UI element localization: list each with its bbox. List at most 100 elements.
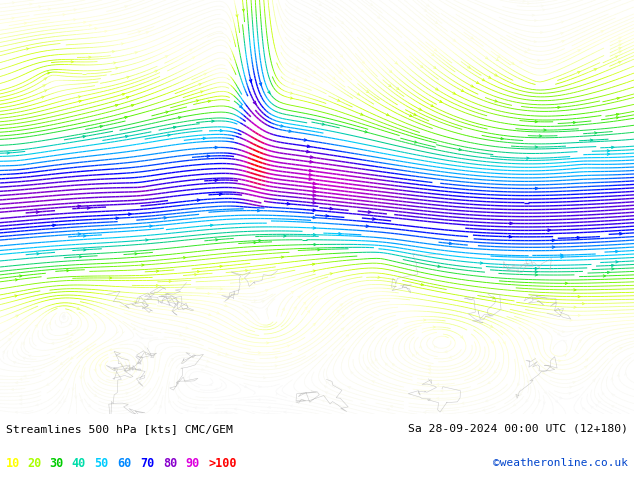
FancyArrowPatch shape bbox=[514, 404, 516, 406]
FancyArrowPatch shape bbox=[311, 51, 313, 53]
FancyArrowPatch shape bbox=[337, 310, 339, 313]
FancyArrowPatch shape bbox=[486, 400, 488, 402]
FancyArrowPatch shape bbox=[479, 368, 481, 370]
FancyArrowPatch shape bbox=[434, 49, 437, 51]
FancyArrowPatch shape bbox=[283, 235, 286, 237]
FancyArrowPatch shape bbox=[417, 352, 418, 354]
FancyArrowPatch shape bbox=[215, 179, 217, 181]
FancyArrowPatch shape bbox=[167, 134, 170, 136]
FancyArrowPatch shape bbox=[64, 400, 66, 402]
FancyArrowPatch shape bbox=[77, 307, 79, 309]
FancyArrowPatch shape bbox=[495, 74, 497, 76]
FancyArrowPatch shape bbox=[68, 345, 71, 347]
FancyArrowPatch shape bbox=[333, 77, 335, 79]
FancyArrowPatch shape bbox=[83, 136, 86, 138]
FancyArrowPatch shape bbox=[590, 139, 593, 141]
FancyArrowPatch shape bbox=[201, 368, 204, 370]
FancyArrowPatch shape bbox=[304, 139, 307, 141]
FancyArrowPatch shape bbox=[309, 36, 311, 39]
FancyArrowPatch shape bbox=[559, 360, 560, 362]
FancyArrowPatch shape bbox=[540, 135, 541, 137]
FancyArrowPatch shape bbox=[302, 50, 305, 52]
FancyArrowPatch shape bbox=[370, 3, 372, 5]
FancyArrowPatch shape bbox=[566, 282, 567, 284]
FancyArrowPatch shape bbox=[78, 233, 81, 235]
FancyArrowPatch shape bbox=[578, 314, 581, 317]
FancyArrowPatch shape bbox=[94, 394, 96, 396]
FancyArrowPatch shape bbox=[574, 306, 576, 308]
FancyArrowPatch shape bbox=[560, 254, 563, 256]
FancyArrowPatch shape bbox=[290, 97, 293, 99]
FancyArrowPatch shape bbox=[322, 400, 325, 402]
FancyArrowPatch shape bbox=[362, 61, 365, 63]
FancyArrowPatch shape bbox=[315, 11, 318, 13]
FancyArrowPatch shape bbox=[266, 290, 268, 292]
FancyArrowPatch shape bbox=[113, 372, 116, 374]
Text: 40: 40 bbox=[72, 457, 86, 469]
FancyArrowPatch shape bbox=[561, 21, 564, 23]
FancyArrowPatch shape bbox=[535, 274, 538, 276]
FancyArrowPatch shape bbox=[291, 292, 294, 294]
FancyArrowPatch shape bbox=[20, 403, 22, 405]
FancyArrowPatch shape bbox=[510, 222, 512, 224]
FancyArrowPatch shape bbox=[209, 314, 211, 316]
FancyArrowPatch shape bbox=[471, 85, 473, 87]
FancyArrowPatch shape bbox=[341, 22, 344, 24]
FancyArrowPatch shape bbox=[534, 41, 536, 43]
FancyArrowPatch shape bbox=[122, 93, 125, 96]
FancyArrowPatch shape bbox=[558, 106, 560, 109]
FancyArrowPatch shape bbox=[10, 332, 12, 335]
FancyArrowPatch shape bbox=[126, 97, 129, 98]
FancyArrowPatch shape bbox=[318, 248, 320, 251]
FancyArrowPatch shape bbox=[186, 410, 188, 412]
FancyArrowPatch shape bbox=[593, 379, 595, 382]
FancyArrowPatch shape bbox=[8, 339, 11, 341]
FancyArrowPatch shape bbox=[304, 78, 307, 81]
FancyArrowPatch shape bbox=[135, 253, 137, 255]
FancyArrowPatch shape bbox=[360, 113, 363, 115]
FancyArrowPatch shape bbox=[287, 203, 290, 205]
FancyArrowPatch shape bbox=[276, 393, 278, 395]
FancyArrowPatch shape bbox=[519, 393, 522, 395]
FancyArrowPatch shape bbox=[254, 101, 256, 104]
FancyArrowPatch shape bbox=[69, 322, 72, 325]
FancyArrowPatch shape bbox=[324, 395, 327, 397]
FancyArrowPatch shape bbox=[284, 411, 287, 413]
FancyArrowPatch shape bbox=[182, 361, 184, 363]
FancyArrowPatch shape bbox=[539, 399, 541, 402]
FancyArrowPatch shape bbox=[197, 270, 200, 273]
FancyArrowPatch shape bbox=[115, 67, 118, 69]
FancyArrowPatch shape bbox=[303, 302, 306, 304]
FancyArrowPatch shape bbox=[126, 402, 128, 405]
FancyArrowPatch shape bbox=[48, 72, 50, 74]
FancyArrowPatch shape bbox=[313, 270, 316, 272]
FancyArrowPatch shape bbox=[459, 148, 462, 150]
FancyArrowPatch shape bbox=[612, 265, 614, 267]
FancyArrowPatch shape bbox=[616, 117, 619, 119]
FancyArrowPatch shape bbox=[141, 337, 143, 339]
FancyArrowPatch shape bbox=[290, 405, 293, 407]
FancyArrowPatch shape bbox=[204, 137, 205, 140]
FancyArrowPatch shape bbox=[296, 66, 299, 68]
FancyArrowPatch shape bbox=[47, 383, 49, 385]
FancyArrowPatch shape bbox=[218, 353, 220, 355]
FancyArrowPatch shape bbox=[378, 276, 380, 278]
FancyArrowPatch shape bbox=[543, 9, 545, 11]
FancyArrowPatch shape bbox=[564, 354, 566, 356]
FancyArrowPatch shape bbox=[535, 268, 538, 270]
FancyArrowPatch shape bbox=[460, 336, 463, 338]
FancyArrowPatch shape bbox=[75, 396, 77, 398]
Text: 50: 50 bbox=[94, 457, 108, 469]
FancyArrowPatch shape bbox=[424, 9, 427, 11]
FancyArrowPatch shape bbox=[146, 31, 148, 34]
FancyArrowPatch shape bbox=[618, 374, 619, 376]
FancyArrowPatch shape bbox=[612, 268, 614, 270]
FancyArrowPatch shape bbox=[598, 401, 600, 403]
FancyArrowPatch shape bbox=[310, 161, 313, 163]
FancyArrowPatch shape bbox=[436, 88, 438, 90]
FancyArrowPatch shape bbox=[216, 412, 218, 414]
FancyArrowPatch shape bbox=[562, 331, 564, 333]
FancyArrowPatch shape bbox=[188, 376, 190, 379]
FancyArrowPatch shape bbox=[503, 342, 505, 344]
FancyArrowPatch shape bbox=[165, 111, 168, 113]
